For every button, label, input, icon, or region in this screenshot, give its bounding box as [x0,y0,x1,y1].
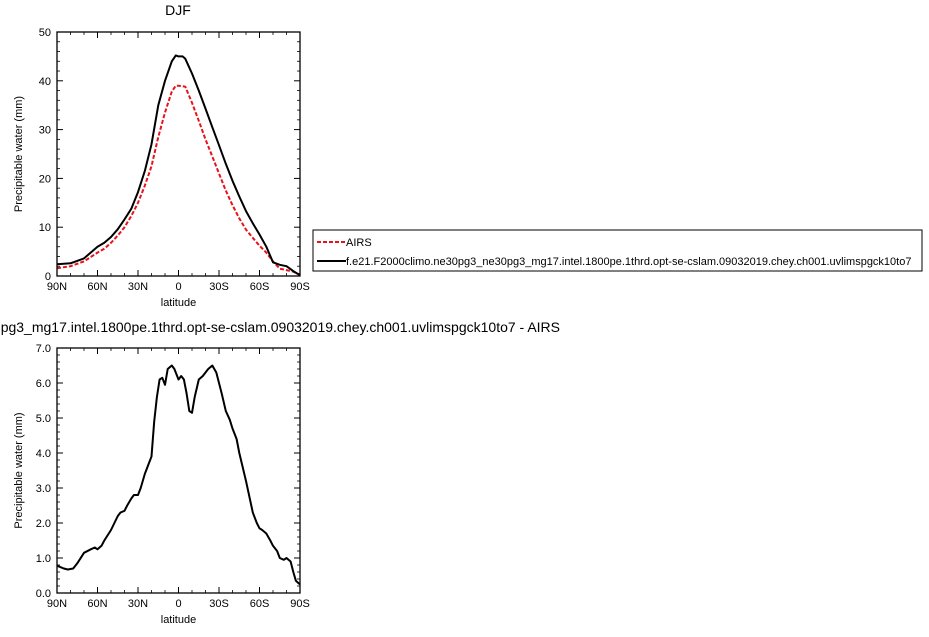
x-tick-label: 90S [290,598,310,610]
y-tick-label: 40 [39,76,51,88]
y-tick-label: 2.0 [36,518,51,530]
x-tick-label: 60N [87,281,107,293]
bottom-y-axis-label: Precipitable water (mm) [13,412,25,528]
y-tick-label: 3.0 [36,483,51,495]
chart-legend: AIRS f.e21.F2000climo.ne30pg3_ne30pg3_mg… [312,229,923,272]
x-tick-label: 30S [209,281,229,293]
x-tick-label: 60S [250,281,270,293]
top-panel-precipitable-water: DJF 0 10 20 30 40 50 90N 60N 30N 0 30S 60S 90S lati… [13,2,310,309]
x-tick-label: 0 [175,281,181,293]
x-tick-label: 30S [209,598,229,610]
x-tick-label: 90N [47,598,67,610]
y-tick-label: 4.0 [36,448,51,460]
legend-label-airs: AIRS [346,237,372,249]
top-chart-title: DJF [165,2,191,18]
top-y-axis-label: Precipitable water (mm) [13,96,25,212]
bottom-x-axis-label: latitude [161,614,196,626]
y-tick-label: 0 [45,271,51,283]
top-x-ticks: 90N 60N 30N 0 30S 60S 90S [47,32,310,293]
y-tick-label: 50 [39,27,51,39]
x-tick-label: 60S [250,598,270,610]
x-tick-label: 30N [128,281,148,293]
y-tick-label: 1.0 [36,553,51,565]
bottom-chart-title: pg3_mg17.intel.1800pe.1thrd.opt-se-cslam… [1,319,560,335]
top-x-axis-label: latitude [161,297,196,309]
series-line-airs [56,84,301,276]
bottom-x-ticks: 90N 60N 30N 0 30S 60S 90S [47,348,310,610]
series-line-model [56,54,301,276]
y-tick-label: 20 [39,173,51,185]
y-tick-label: 10 [39,222,51,234]
bottom-panel-difference: pg3_mg17.intel.1800pe.1thrd.opt-se-cslam… [1,319,560,626]
bottom-plot-frame [56,347,301,594]
y-tick-label: 7.0 [36,343,51,355]
x-tick-label: 90S [290,281,310,293]
top-plot-frame [56,31,301,277]
y-tick-label: 5.0 [36,413,51,425]
y-tick-label: 6.0 [36,378,51,390]
bottom-series-lines [56,364,301,586]
x-tick-label: 0 [175,598,181,610]
series-line-difference [56,364,301,586]
x-tick-label: 90N [47,281,67,293]
legend-box [312,229,923,272]
x-tick-label: 30N [128,598,148,610]
legend-label-model: f.e21.F2000climo.ne30pg3_ne30pg3_mg17.in… [346,256,911,268]
top-series-lines [56,54,301,276]
y-tick-label: 0.0 [36,588,51,600]
y-tick-label: 30 [39,125,51,137]
bottom-y-ticks: 0.0 1.0 2.0 3.0 4.0 5.0 6.0 7.0 [36,343,300,600]
x-tick-label: 60N [87,598,107,610]
